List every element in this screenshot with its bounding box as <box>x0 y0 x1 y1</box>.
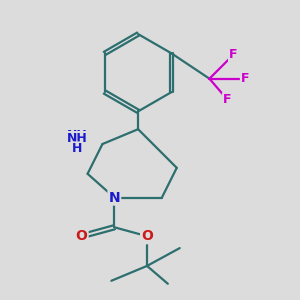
Text: O: O <box>141 229 153 243</box>
Text: F: F <box>229 48 238 62</box>
Text: N: N <box>109 190 120 205</box>
Text: H: H <box>72 142 83 155</box>
Text: NH: NH <box>67 129 88 142</box>
Text: H: H <box>72 143 83 157</box>
Text: F: F <box>241 72 249 85</box>
Text: NH: NH <box>67 132 88 145</box>
Text: O: O <box>76 229 88 243</box>
Text: F: F <box>223 93 232 106</box>
